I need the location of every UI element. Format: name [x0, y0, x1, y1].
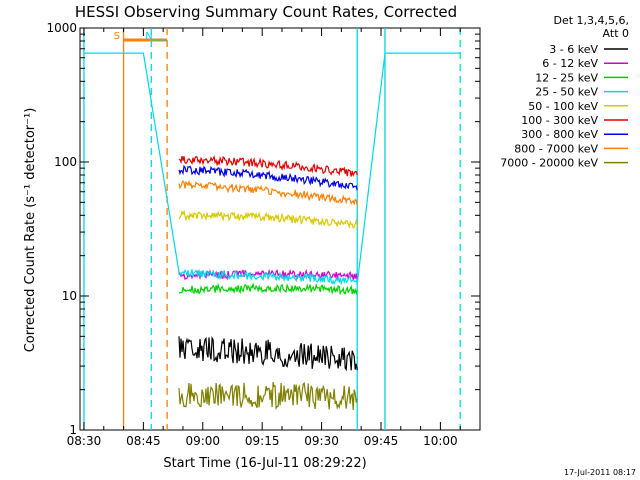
- x-tick-label: 09:00: [185, 434, 220, 448]
- series-line-50-100-kev: [178, 209, 358, 230]
- legend-label-7000-20000-kev: 7000 - 20000 keV: [500, 157, 598, 170]
- legend-label-12-25-kev: 12 - 25 keV: [535, 71, 598, 84]
- series-line-3-6-kev: [178, 336, 358, 372]
- y-tick-label: 100: [54, 155, 77, 169]
- series-line-800-7000-kev: [178, 179, 358, 206]
- x-tick-label: 09:30: [304, 434, 339, 448]
- x-axis-label: Start Time (16-Jul-11 08:29:22): [163, 456, 366, 471]
- legend-label-6-12-kev: 6 - 12 keV: [542, 57, 598, 70]
- series-group: [84, 52, 461, 411]
- series-line-7000-20000-kev: [178, 381, 358, 411]
- chart-title: HESSI Observing Summary Count Rates, Cor…: [75, 3, 457, 21]
- series-line-25-50-kev: [84, 52, 461, 286]
- x-tick-label: 09:15: [245, 434, 280, 448]
- annotation-n: N: [145, 31, 152, 42]
- legend-label-3-6-kev: 3 - 6 keV: [549, 43, 598, 56]
- x-tick-label: 08:30: [67, 434, 102, 448]
- x-tick-label: 10:00: [423, 434, 458, 448]
- vertical-markers: [83, 28, 461, 430]
- y-tick-label: 1: [69, 423, 77, 437]
- series-line-300-800-kev: [178, 164, 358, 191]
- y-tick-label: 10: [62, 289, 77, 303]
- legend-label-100-300-kev: 100 - 300 keV: [521, 114, 598, 127]
- legend-label-25-50-kev: 25 - 50 keV: [535, 86, 598, 99]
- plot-frame: [79, 27, 481, 431]
- y-tick-label: 1000: [46, 21, 77, 35]
- legend-header-attenuator: Att 0: [603, 27, 629, 40]
- series-line-12-25-kev: [178, 282, 358, 296]
- y-axis-label: Corrected Count Rate (s⁻¹ detector⁻¹): [23, 108, 38, 353]
- x-tick-label: 08:45: [126, 434, 161, 448]
- legend-header-detectors: Det 1,3,4,5,6,: [553, 14, 629, 27]
- legend-label-800-7000-kev: 800 - 7000 keV: [514, 142, 598, 155]
- generated-timestamp: 17-Jul-2011 08:17: [564, 468, 636, 477]
- x-tick-label: 09:45: [364, 434, 399, 448]
- axis-ticks: 08:30 08:45 09:00 09:15 09:30 09:45 10:00 1 10 10…: [46, 21, 481, 448]
- legend-label-300-800-kev: 300 - 800 keV: [521, 128, 598, 141]
- series-line-100-300-kev: [178, 154, 358, 178]
- annotation-s: S: [114, 31, 120, 42]
- legend-label-50-100-kev: 50 - 100 keV: [528, 100, 598, 113]
